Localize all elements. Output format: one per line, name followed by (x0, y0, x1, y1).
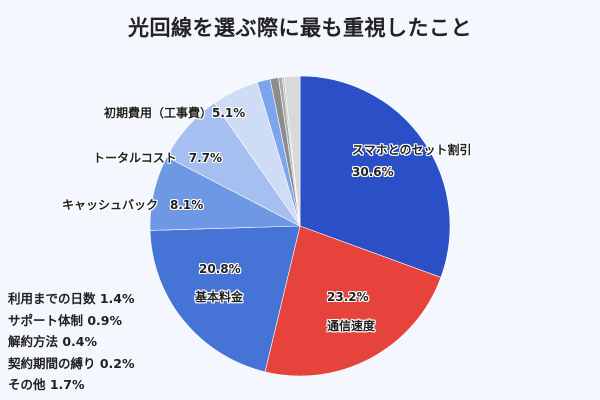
label-smartphone-set-name: スマホとのセット割引 (352, 143, 472, 157)
small-item: 契約期間の縛り 0.2% (8, 355, 135, 371)
label-base-fee-name: 基本料金 (195, 290, 244, 304)
label-total-cost: トータルコスト 7.7% (93, 151, 223, 165)
small-item: その他 1.7% (8, 377, 85, 392)
small-item: 利用までの日数 1.4% (8, 291, 135, 306)
pie-slice (283, 75, 301, 227)
label-initial-cost: 初期費用（工事費）5.1% (104, 106, 246, 120)
small-items-legend: 利用までの日数 1.4% サポート体制 0.9% 解約方法 0.4% 契約期間の… (8, 288, 135, 396)
label-speed-name: 通信速度 (327, 319, 376, 333)
label-speed-pct: 23.2% (327, 290, 369, 304)
pie-slice (264, 225, 442, 377)
pie-slice (149, 225, 301, 373)
chart-title: 光回線を選ぶ際に最も重視したこと (128, 16, 472, 40)
label-base-fee-pct: 20.8% (199, 262, 241, 276)
small-item: サポート体制 0.9% (8, 312, 123, 328)
label-smartphone-set-pct: 30.6% (352, 165, 394, 179)
small-item: 解約方法 0.4% (8, 334, 98, 349)
pie-slice (299, 75, 451, 278)
label-cashback: キャッシュバック 8.1% (62, 198, 204, 212)
